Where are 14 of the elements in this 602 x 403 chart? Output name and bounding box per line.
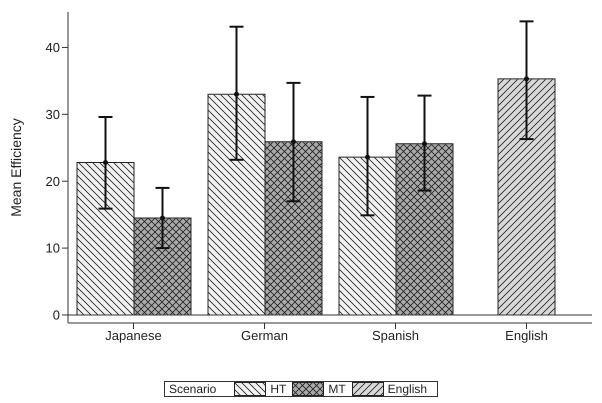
x-tick-label: English (505, 328, 548, 344)
y-tick-label: 10 (46, 240, 60, 256)
y-tick-label: 40 (46, 40, 60, 56)
y-tick-label: 20 (46, 174, 60, 189)
legend-label: MT (328, 382, 346, 396)
legend-title: Scenario (168, 382, 216, 396)
legend-label: English (388, 382, 428, 396)
x-tick-label: Japanese (105, 328, 162, 344)
y-tick-label: 0 (52, 308, 60, 323)
y-tick-label: 30 (46, 106, 60, 122)
x-tick-label: German (241, 328, 288, 344)
legend-label: HT (270, 382, 286, 396)
y-axis-title: Mean Efficiency (8, 118, 24, 217)
x-tick-label: Spanish (372, 328, 419, 344)
